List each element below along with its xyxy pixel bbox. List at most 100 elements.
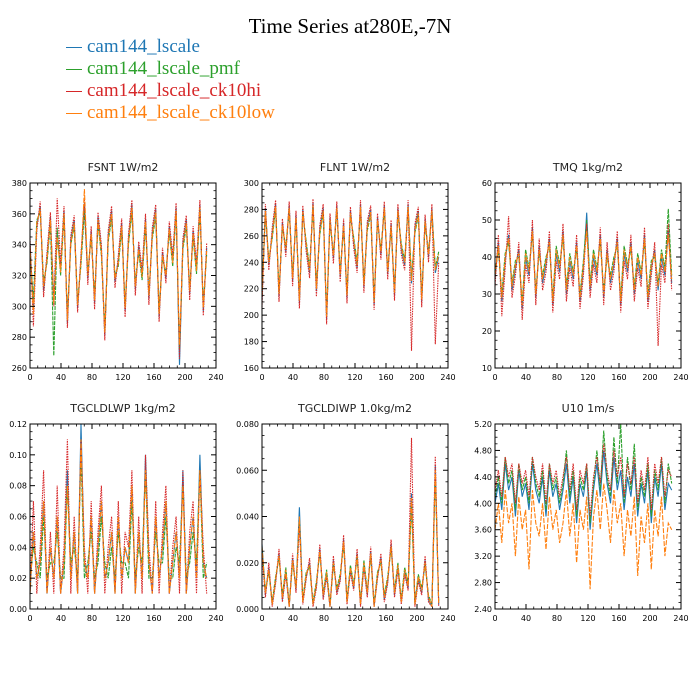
x-tick-label: 160 bbox=[611, 373, 626, 382]
x-tick-label: 40 bbox=[56, 373, 66, 382]
panel-title: FLNT 1W/m2 bbox=[320, 161, 390, 174]
legend-label: cam144_lscale bbox=[87, 36, 200, 57]
y-tick-label: 180 bbox=[244, 338, 259, 347]
x-tick-label: 0 bbox=[492, 373, 497, 382]
x-tick-label: 120 bbox=[580, 373, 595, 382]
y-tick-label: 0.060 bbox=[236, 466, 259, 475]
x-tick-label: 80 bbox=[319, 373, 329, 382]
y-tick-label: 2.80 bbox=[474, 579, 492, 588]
y-tick-label: 240 bbox=[244, 258, 259, 267]
legend-entry: cam144_lscale_ck10low bbox=[66, 102, 275, 124]
x-tick-label: 80 bbox=[552, 614, 562, 623]
x-tick-label: 160 bbox=[146, 373, 161, 382]
series-line bbox=[494, 423, 673, 524]
x-tick-label: 200 bbox=[177, 614, 192, 623]
x-tick-label: 120 bbox=[347, 614, 362, 623]
panel-title: TGCLDIWP 1.0kg/m2 bbox=[297, 402, 412, 415]
y-tick-label: 4.40 bbox=[474, 473, 492, 482]
x-tick-label: 160 bbox=[146, 614, 161, 623]
x-tick-label: 40 bbox=[521, 373, 531, 382]
series-line bbox=[29, 439, 208, 594]
y-tick-label: 320 bbox=[12, 272, 27, 281]
x-tick-label: 40 bbox=[288, 614, 298, 623]
y-tick-label: 3.20 bbox=[474, 552, 492, 561]
y-tick-label: 0.040 bbox=[236, 513, 259, 522]
x-tick-label: 240 bbox=[208, 373, 223, 382]
x-tick-label: 0 bbox=[27, 373, 32, 382]
series-line bbox=[494, 450, 673, 530]
y-tick-label: 0.10 bbox=[9, 451, 27, 460]
legend-entry: cam144_lscale_pmf bbox=[66, 58, 275, 80]
x-tick-label: 40 bbox=[288, 373, 298, 382]
panel-title: TGCLDLWP 1kg/m2 bbox=[69, 402, 175, 415]
y-tick-label: 0.06 bbox=[9, 513, 27, 522]
chart-panel: FSNT 1W/m2 0 40 80 120 160 200 240 260 280 300 320 3… bbox=[12, 161, 224, 382]
x-tick-label: 120 bbox=[115, 373, 130, 382]
y-tick-label: 0.12 bbox=[9, 420, 27, 429]
y-tick-label: 280 bbox=[12, 333, 27, 342]
x-tick-label: 0 bbox=[492, 614, 497, 623]
legend-label: cam144_lscale_ck10low bbox=[87, 102, 275, 123]
x-tick-label: 120 bbox=[347, 373, 362, 382]
x-tick-label: 200 bbox=[642, 373, 657, 382]
legend: cam144_lscale cam144_lscale_pmf cam144_l… bbox=[66, 36, 275, 124]
x-tick-label: 0 bbox=[27, 614, 32, 623]
legend-label: cam144_lscale_pmf bbox=[87, 58, 241, 79]
figure-title: Time Series at280E,-7N bbox=[248, 14, 452, 38]
series-line bbox=[494, 231, 673, 306]
chart-panel: U10 1m/s 0 40 80 120 160 200 240 2.40 2.80 3.20 3.6… bbox=[474, 402, 688, 623]
legend-entry: cam144_lscale_ck10hi bbox=[66, 80, 275, 102]
x-tick-label: 80 bbox=[87, 373, 97, 382]
legend-swatch bbox=[66, 91, 82, 93]
chart-panel: FLNT 1W/m2 0 40 80 120 160 200 240 160 180 200 220 2… bbox=[244, 161, 456, 382]
y-tick-label: 380 bbox=[12, 179, 27, 188]
x-tick-label: 120 bbox=[580, 614, 595, 623]
x-tick-label: 80 bbox=[87, 614, 97, 623]
legend-swatch bbox=[66, 47, 82, 49]
x-tick-label: 200 bbox=[177, 373, 192, 382]
series-line bbox=[29, 189, 208, 345]
x-tick-label: 40 bbox=[521, 614, 531, 623]
chart-panel: TMQ 1kg/m2 0 40 80 120 160 200 240 10 20 30 40 50 60 bbox=[482, 161, 689, 382]
legend-label: cam144_lscale_ck10hi bbox=[87, 80, 262, 101]
y-tick-label: 40 bbox=[482, 253, 492, 262]
y-tick-label: 280 bbox=[244, 205, 259, 214]
x-tick-label: 240 bbox=[440, 614, 455, 623]
panel-title: U10 1m/s bbox=[562, 402, 615, 415]
plot-frame bbox=[29, 423, 217, 610]
chart-panel: TGCLDLWP 1kg/m2 0 40 80 120 160 200 240 0.00 0.02… bbox=[9, 402, 223, 623]
series-line bbox=[261, 470, 440, 607]
legend-swatch bbox=[66, 113, 82, 115]
y-tick-label: 30 bbox=[482, 290, 492, 299]
x-tick-label: 80 bbox=[552, 373, 562, 382]
x-tick-label: 200 bbox=[409, 614, 424, 623]
x-tick-label: 240 bbox=[208, 614, 223, 623]
y-tick-label: 200 bbox=[244, 311, 259, 320]
series-line bbox=[29, 198, 208, 359]
x-tick-label: 0 bbox=[259, 373, 264, 382]
x-tick-label: 160 bbox=[378, 373, 393, 382]
x-tick-label: 200 bbox=[409, 373, 424, 382]
y-tick-label: 360 bbox=[12, 210, 27, 219]
series-line bbox=[261, 205, 440, 317]
legend-entry: cam144_lscale bbox=[66, 36, 275, 58]
y-tick-label: 0.020 bbox=[236, 559, 259, 568]
series-line bbox=[494, 443, 673, 517]
panel-title: FSNT 1W/m2 bbox=[88, 161, 159, 174]
x-tick-label: 240 bbox=[440, 373, 455, 382]
y-tick-label: 260 bbox=[12, 364, 27, 373]
y-tick-label: 4.00 bbox=[474, 499, 492, 508]
y-tick-label: 220 bbox=[244, 285, 259, 294]
y-tick-label: 0.04 bbox=[9, 543, 27, 552]
y-tick-label: 60 bbox=[482, 179, 492, 188]
x-tick-label: 200 bbox=[642, 614, 657, 623]
y-tick-label: 10 bbox=[482, 364, 492, 373]
y-tick-label: 0.08 bbox=[9, 482, 27, 491]
x-tick-label: 40 bbox=[56, 614, 66, 623]
plot-frame bbox=[494, 423, 682, 610]
y-tick-label: 300 bbox=[12, 302, 27, 311]
y-tick-label: 2.40 bbox=[474, 605, 492, 614]
x-tick-label: 120 bbox=[115, 614, 130, 623]
y-tick-label: 0.000 bbox=[236, 605, 259, 614]
